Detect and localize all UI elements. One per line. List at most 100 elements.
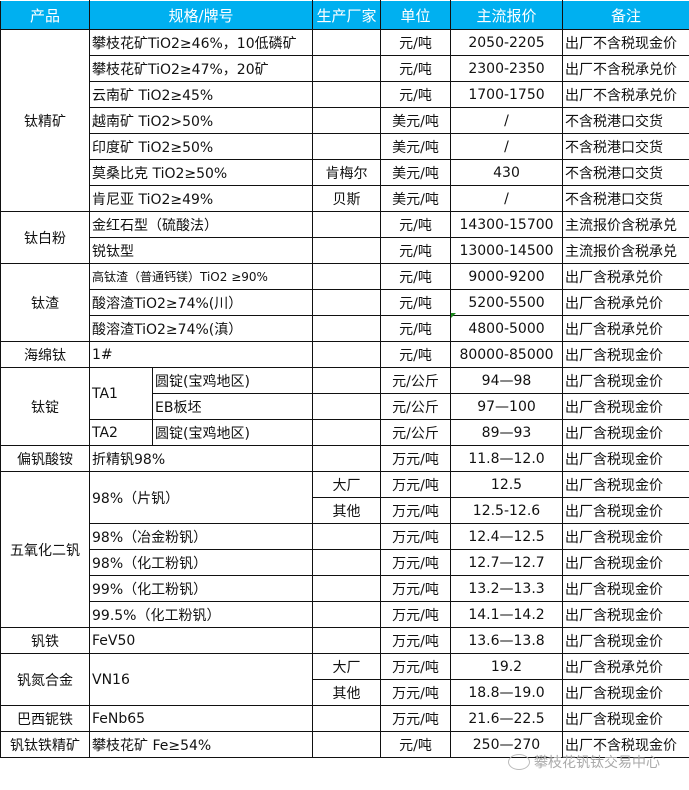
unit-cell: 美元/吨 [380,185,451,212]
header-product: 产品 [0,0,90,30]
maker-cell [312,341,381,368]
maker-cell [312,523,381,550]
price-cell: 19.2 [450,653,563,680]
watermark-text: 攀枝花钒钛交易中心 [534,755,660,771]
price-cell: 1700-1750 [450,81,563,108]
unit-cell: 美元/吨 [380,107,451,134]
spec-cell: 越南矿 TiO2>50% [89,107,313,134]
sub-spec-cell: EB板坯 [152,393,313,420]
unit-cell: 元/公斤 [380,367,451,394]
maker-cell [312,601,381,628]
header-price: 主流报价 [450,0,563,30]
note-cell: 出厂含税现金价 [562,445,689,472]
wechat-icon [508,754,530,770]
price-cell: 9000-9200 [450,263,563,290]
price-cell: 12.5-12.6 [450,497,563,524]
table-row: 锐钛型 元/吨 13000-14500 主流报价含税承兑 [1,237,689,264]
note-cell: 出厂含税现金价 [562,471,689,498]
spec-cell: FeNb65 [89,705,313,732]
note-cell: 出厂含税承兑价 [562,315,689,342]
price-cell: 13.2—13.3 [450,575,563,602]
note-cell: 出厂不含税承兑价 [562,81,689,108]
unit-cell: 元/吨 [380,55,451,82]
price-cell: 11.8—12.0 [450,445,563,472]
note-cell: 出厂含税现金价 [562,341,689,368]
price-cell: 18.8—19.0 [450,679,563,706]
table-row: 98%（冶金粉钒） 万元/吨 12.4—12.5 出厂含税现金价 [1,523,689,550]
spec-cell: 印度矿 TiO2≥50% [89,133,313,160]
table-row: 海绵钛 1# 元/吨 80000-85000 出厂含税现金价 [0,341,689,368]
note-cell: 不含税港口交货 [562,107,689,134]
spec-cell: 酸溶渣TiO2≥74%(川） [89,289,313,316]
product-cell: 海绵钛 [0,341,90,368]
price-cell: 89—93 [450,419,563,446]
price-table: 产品 规格/牌号 生产厂家 单位 主流报价 备注 钛精矿 攀枝花矿TiO2≥46%… [0,0,689,758]
table-row: 云南矿 TiO2≥45% 元/吨 1700-1750 出厂不含税承兑价 [1,81,689,108]
unit-cell: 元/公斤 [380,393,451,420]
note-cell: 出厂含税现金价 [562,523,689,550]
spec-cell: 98%（化工粉钒） [89,549,313,576]
note-cell: 不含税港口交货 [562,185,689,212]
unit-cell: 元/吨 [380,211,451,238]
table-row: 钒铁 FeV50 万元/吨 13.6—13.8 出厂含税现金价 [0,627,689,654]
maker-cell [312,549,381,576]
note-cell: 出厂含税现金价 [562,575,689,602]
spec-cell: TA1 [89,367,153,420]
unit-cell: 元/吨 [380,237,451,264]
header-unit: 单位 [380,0,451,30]
sub-spec-cell: 圆锭(宝鸡地区) [152,367,313,394]
price-cell: 14.1—14.2 [450,601,563,628]
product-cell: 巴西铌铁 [0,705,90,732]
unit-cell: 元/吨 [380,731,451,758]
table-row: 酸溶渣TiO2≥74%(滇） 元/吨 4800-5000 出厂含税承兑价 [1,315,689,342]
maker-cell [312,263,381,290]
maker-cell: 贝斯 [312,185,381,212]
price-cell: 2300-2350 [450,55,563,82]
maker-cell: 大厂 [312,471,381,498]
unit-cell: 美元/吨 [380,133,451,160]
price-cell: 94—98 [450,367,563,394]
table-row: 印度矿 TiO2≥50% 美元/吨 / 不含税港口交货 [1,133,689,160]
table-body: 钛精矿 攀枝花矿TiO2≥46%，10低磷矿 元/吨 2050-2205 出厂不含税现金… [0,29,689,758]
note-cell: 出厂不含税现金价 [562,29,689,56]
maker-cell [312,237,381,264]
spec-cell: FeV50 [89,627,313,654]
note-cell: 主流报价含税承兑 [562,211,689,238]
maker-cell [312,445,381,472]
table-row: 钛精矿 攀枝花矿TiO2≥46%，10低磷矿 元/吨 2050-2205 出厂不含税现金… [0,29,689,212]
note-cell: 出厂含税承兑价 [562,653,689,680]
spec-cell: VN16 [89,653,313,706]
table-row: 钛锭 TA1 圆锭(宝鸡地区) 元/公斤 94—98 出厂含税现金价 [0,367,689,446]
maker-cell: 肯梅尔 [312,159,381,186]
unit-cell: 万元/吨 [380,445,451,472]
maker-cell: 其他 [312,679,381,706]
table-row: 其他 万元/吨 12.5-12.6 出厂含税现金价 [1,497,689,524]
maker-cell [312,705,381,732]
unit-cell: 万元/吨 [380,653,451,680]
price-cell: 430 [450,159,563,186]
table-row: 98%（化工粉钒） 万元/吨 12.7—12.7 出厂含税现金价 [1,549,689,576]
price-cell: 4800-5000 [450,315,563,342]
maker-cell: 大厂 [312,653,381,680]
maker-cell [312,55,381,82]
price-cell: 12.4—12.5 [450,523,563,550]
maker-cell [312,289,381,316]
unit-cell: 元/公斤 [380,419,451,446]
table-row: 偏钒酸铵 折精钒98% 万元/吨 11.8—12.0 出厂含税现金价 [0,445,689,472]
note-cell: 出厂含税现金价 [562,419,689,446]
product-cell: 钛白粉 [0,211,90,264]
table-row: 越南矿 TiO2>50% 美元/吨 / 不含税港口交货 [1,107,689,134]
spec-cell: 攀枝花矿 Fe≥54% [89,731,313,758]
product-cell: 钛精矿 [0,29,90,212]
product-cell: 五氧化二钒 [0,471,90,628]
price-cell: 5200-5500 [450,289,563,316]
table-row: 五氧化二钒 98%（片钒） 大厂 万元/吨 12.5 出厂含税现金价 [0,471,689,628]
unit-cell: 元/吨 [380,341,451,368]
spec-cell: 云南矿 TiO2≥45% [89,81,313,108]
spec-cell: 攀枝花矿TiO2≥47%，20矿 [89,55,313,82]
table-row: 攀枝花矿TiO2≥47%，20矿 元/吨 2300-2350 出厂不含税承兑价 [1,55,689,82]
unit-cell: 元/吨 [380,263,451,290]
table-row: 莫桑比克 TiO2≥50% 肯梅尔 美元/吨 430 不含税港口交货 [1,159,689,186]
spec-cell: 金红石型（硫酸法） [89,211,313,238]
product-cell: 钒钛铁精矿 [0,731,90,758]
